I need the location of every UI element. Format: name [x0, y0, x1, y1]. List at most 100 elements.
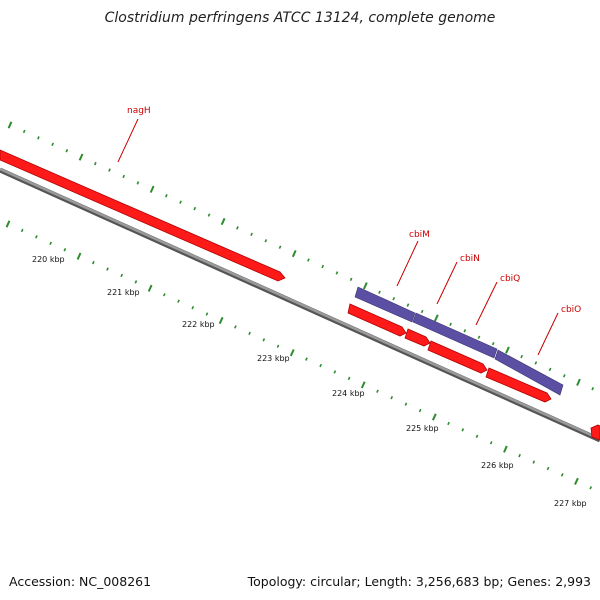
minor-tick	[520, 354, 524, 359]
kbp-label: 222 kbp	[182, 320, 215, 329]
minor-tick	[307, 258, 310, 262]
minor-tick	[546, 466, 550, 471]
gene-labels: nagH cbiM cbiN cbiQ cbiO	[117, 106, 581, 356]
map-title: Clostridium perfringens ATCC 13124, comp…	[105, 10, 496, 26]
minor-tick	[134, 280, 138, 284]
kbp-label: 226 kbp	[481, 461, 514, 470]
minor-tick	[278, 245, 282, 249]
major-tick	[503, 445, 508, 453]
minor-tick	[489, 441, 493, 445]
major-tick	[576, 378, 581, 386]
minor-tick	[264, 239, 268, 243]
feature-bar-cbin	[412, 312, 498, 359]
minor-tick	[378, 290, 381, 294]
minor-tick	[589, 486, 593, 490]
minor-tick	[420, 309, 424, 314]
minor-tick	[347, 376, 351, 381]
minor-tick	[548, 367, 552, 372]
major-tick	[362, 282, 368, 290]
cds-arrow-cbiq	[427, 340, 488, 374]
cds-arrows	[0, 149, 600, 441]
minor-tick	[63, 248, 67, 252]
minor-tick	[122, 174, 126, 179]
feature-bar-cbim	[354, 286, 416, 323]
minor-tick	[404, 402, 408, 406]
kbp-labels: 220 kbp 221 kbp 222 kbp 223 kbp 224 kbp …	[32, 255, 587, 508]
minor-tick	[177, 299, 180, 303]
minor-tick	[518, 453, 521, 458]
kbp-label: 221 kbp	[107, 288, 140, 297]
minor-tick	[390, 395, 394, 400]
kbp-label: 223 kbp	[257, 354, 290, 363]
kbp-label: 220 kbp	[32, 255, 65, 264]
accession-text: Accession: NC_008261	[9, 574, 151, 589]
major-tick	[360, 381, 366, 389]
minor-tick	[276, 344, 280, 348]
minor-tick	[392, 296, 396, 301]
major-tick	[149, 185, 155, 193]
minor-tick	[321, 264, 325, 269]
major-tick	[431, 413, 437, 421]
minor-tick	[491, 341, 495, 346]
major-tick	[291, 249, 297, 258]
minor-tick	[35, 235, 38, 239]
minor-tick	[349, 277, 353, 282]
major-tick	[78, 153, 84, 161]
lower-tick-track	[5, 220, 593, 490]
major-tick	[218, 316, 224, 325]
genome-summary-text: Topology: circular; Length: 3,256,683 bp…	[247, 574, 591, 589]
kbp-label: 225 kbp	[406, 424, 439, 433]
minor-tick	[91, 260, 95, 265]
minor-tick	[447, 421, 450, 426]
minor-tick	[191, 305, 195, 310]
cds-arrow-cbin	[404, 328, 431, 347]
upper-tick-track	[7, 121, 595, 391]
minor-tick	[562, 374, 566, 378]
kbp-label: 227 kbp	[554, 499, 587, 508]
minor-tick	[37, 136, 40, 140]
minor-tick	[20, 228, 24, 233]
minor-tick	[532, 460, 536, 464]
minor-tick	[248, 331, 251, 336]
minor-tick	[250, 232, 253, 237]
minor-tick	[164, 194, 168, 198]
feature-bars	[354, 286, 564, 396]
kbp-label: 224 kbp	[332, 389, 365, 398]
major-tick	[147, 284, 153, 292]
minor-tick	[120, 273, 124, 278]
gene-label-cbim: cbiM	[409, 230, 430, 240]
minor-tick	[376, 389, 379, 393]
minor-tick	[461, 428, 465, 432]
minor-tick	[335, 271, 339, 275]
minor-tick	[136, 181, 140, 185]
minor-tick	[262, 338, 266, 342]
minor-tick	[534, 361, 538, 365]
feature-bar-cbiq	[494, 349, 564, 396]
minor-tick	[319, 363, 323, 368]
major-tick	[289, 349, 295, 357]
major-tick	[76, 252, 82, 260]
major-tick	[574, 477, 579, 485]
minor-tick	[477, 335, 481, 339]
minor-tick	[463, 329, 467, 333]
gene-label-cbiq: cbiQ	[500, 274, 520, 284]
minor-tick	[591, 386, 595, 391]
cds-arrow-cbim	[347, 303, 407, 337]
minor-tick	[406, 303, 410, 307]
minor-tick	[475, 434, 479, 439]
minor-tick	[65, 149, 69, 153]
minor-tick	[449, 322, 452, 327]
minor-tick	[93, 161, 97, 166]
gene-label-cbio: cbiO	[561, 305, 581, 315]
minor-tick	[179, 200, 182, 204]
minor-tick	[49, 241, 53, 246]
minor-tick	[205, 312, 209, 316]
minor-tick	[51, 142, 55, 147]
minor-tick	[108, 168, 111, 172]
minor-tick	[560, 473, 564, 477]
major-tick	[220, 217, 226, 226]
minor-tick	[333, 370, 337, 374]
minor-tick	[418, 408, 422, 413]
gene-label-cbin: cbiN	[460, 254, 480, 264]
